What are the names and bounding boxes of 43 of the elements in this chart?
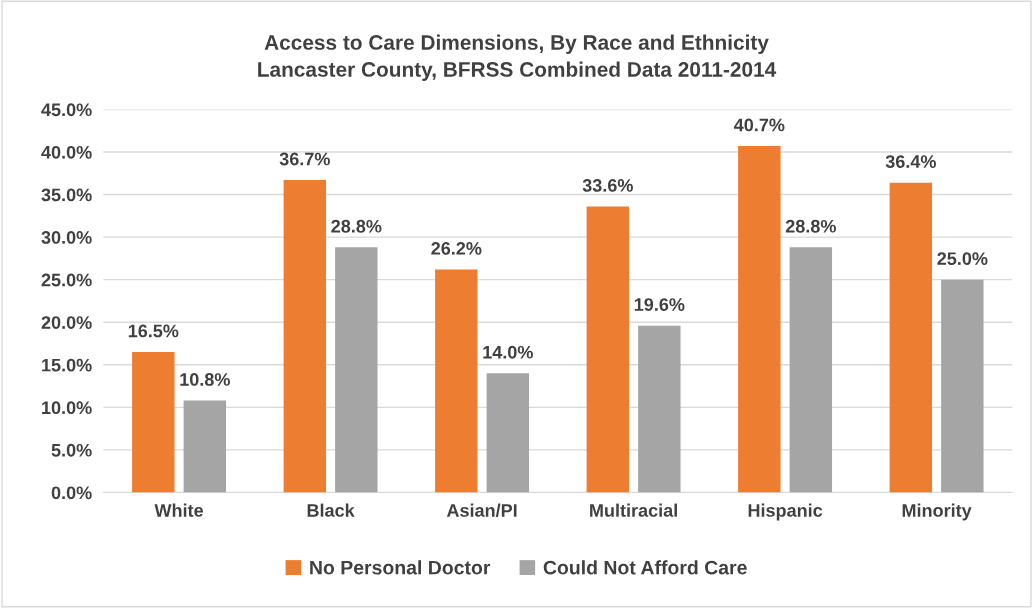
legend-label: No Personal Doctor bbox=[310, 560, 491, 575]
data-label: 40.7% bbox=[734, 118, 785, 132]
y-tick-label: 25.0% bbox=[41, 273, 92, 287]
data-label: 33.6% bbox=[582, 179, 633, 192]
y-tick-label: 0.0% bbox=[51, 486, 92, 500]
bar bbox=[889, 182, 933, 493]
bar bbox=[486, 373, 530, 493]
legend-label: Could Not Afford Care bbox=[543, 560, 747, 575]
y-tick-label: 5.0% bbox=[51, 443, 92, 457]
data-label: 16.5% bbox=[128, 324, 179, 338]
data-label: 36.4% bbox=[885, 155, 936, 168]
data-label: 26.2% bbox=[431, 242, 482, 255]
chart-title: Access to Care Dimensions, By Race and Ethnicity Lancaster County, BFRSS Combined Data 2011-2014 bbox=[258, 34, 777, 81]
bar bbox=[638, 325, 681, 493]
y-tick-label: 45.0% bbox=[41, 103, 92, 117]
data-label: 10.8% bbox=[180, 373, 230, 386]
bar bbox=[435, 269, 478, 493]
data-label: 36.7% bbox=[279, 152, 330, 166]
bar bbox=[183, 400, 227, 493]
bar bbox=[132, 352, 175, 493]
y-tick-label: 40.0% bbox=[41, 145, 92, 159]
bar bbox=[941, 279, 984, 493]
bar bbox=[335, 247, 378, 493]
bar bbox=[283, 180, 327, 493]
data-label: 25.0% bbox=[937, 252, 988, 265]
bar bbox=[586, 206, 630, 493]
x-tick-label: Multiracial bbox=[590, 503, 677, 517]
data-label: 19.6% bbox=[634, 298, 685, 311]
y-tick-label: 20.0% bbox=[41, 316, 92, 329]
y-tick-label: 10.0% bbox=[42, 401, 92, 415]
y-tick-label: 15.0% bbox=[42, 358, 92, 372]
x-tick-label: Black bbox=[307, 503, 355, 517]
bar bbox=[738, 146, 781, 493]
data-label: 28.8% bbox=[331, 219, 382, 233]
y-tick-label: 30.0% bbox=[41, 231, 92, 244]
bar bbox=[789, 247, 833, 493]
x-tick-label: Asian/PI bbox=[446, 503, 517, 518]
x-tick-label: Minority bbox=[902, 503, 972, 521]
data-label: 28.8% bbox=[785, 219, 836, 233]
data-label: 14.0% bbox=[483, 345, 533, 359]
x-tick-label: Hispanic bbox=[748, 503, 823, 521]
y-tick-label: 35.0% bbox=[41, 188, 92, 202]
x-tick-label: White bbox=[154, 503, 204, 517]
